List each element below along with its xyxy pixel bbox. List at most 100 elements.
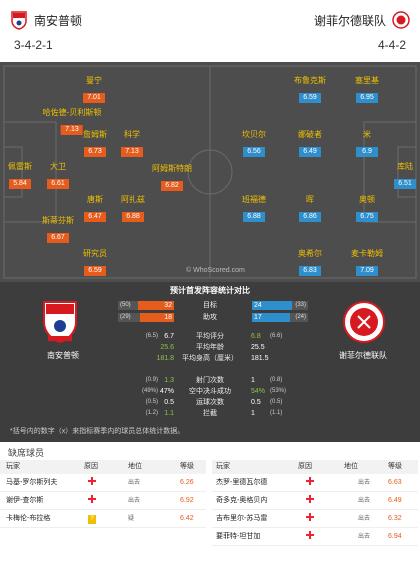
col-position: 地位 (128, 463, 142, 470)
stat-home-value: 1.3 (164, 377, 174, 384)
away-goals-bar: 24 (33) (252, 301, 308, 310)
player-rating: 6.59 (299, 93, 321, 103)
away-formation: 4-4-2 (377, 38, 406, 52)
home-player[interactable]: 科学 7.13 (121, 130, 143, 158)
home-team-name: 南安普顿 (34, 13, 83, 28)
table-row[interactable]: 谢伊-查尔斯 出去 6.92 (0, 492, 206, 510)
player-rating: 6.67 (47, 233, 69, 243)
stat-label: 平均评分 (196, 333, 224, 340)
home-player[interactable]: 大卫 6.61 (47, 162, 69, 190)
home-player[interactable]: 曼宁 7.01 (83, 76, 105, 104)
injury-icon (302, 528, 318, 546)
stat-home-season: (49%) (141, 388, 158, 394)
player-name: 阿姆斯特朗 (152, 164, 192, 173)
player-rating: 6.61 (47, 179, 69, 189)
home-player[interactable]: 斯蒂芬斯 6.67 (42, 216, 74, 244)
stat-home-value: 6.7 (164, 333, 174, 340)
home-player[interactable]: 哈佐德-贝利斯顿 7.13 (42, 108, 102, 136)
player-name: 麦卡勒姆 (351, 249, 383, 258)
player-rating: 7.09 (356, 266, 378, 276)
stat-row: (0.9) 1.3 射门次数 1 (0.8) (0, 375, 420, 386)
table-row[interactable]: 杰罗-里德瓦尔德 出去 6.63 (212, 474, 418, 492)
home-player[interactable]: 詹姆斯 6.73 (83, 130, 107, 158)
away-player[interactable]: 娜破者 6.49 (298, 130, 322, 158)
home-assists-value: 18 (164, 314, 172, 321)
player-rating: 6.92 (180, 497, 194, 504)
player-name: 佩雷斯 (8, 162, 32, 171)
injury-icon (302, 474, 318, 492)
stat-away-season: (0.8) (270, 377, 283, 383)
table-header: 玩家 原因 地位 等级 (212, 460, 418, 474)
home-goals-bar: (50) 32 (118, 301, 174, 310)
player-rating: 6.49 (388, 497, 402, 504)
home-player[interactable]: 阿扎兹 6.88 (121, 195, 145, 223)
away-player[interactable]: 库陆 6.51 (394, 162, 416, 190)
stat-row: 25.6 平均年龄 25.5 (0, 342, 420, 353)
stat-label: 平均身高（厘米） (182, 355, 238, 362)
away-player[interactable]: 塞里基 6.95 (355, 76, 379, 104)
stat-away-value: 25.5 (251, 344, 265, 351)
home-goals-season: (50) (120, 302, 131, 308)
player-name: 曼宁 (86, 76, 102, 85)
stat-home-value: 1.1 (164, 410, 174, 417)
stat-away-value: 181.5 (251, 355, 269, 362)
table-row[interactable]: 吉布里尔-苏马雷 出去 6.32 (212, 510, 418, 528)
player-name: 塞里基 (355, 76, 379, 85)
player-status: 疑 (128, 516, 135, 522)
away-player[interactable]: 奥希尔 6.83 (298, 249, 322, 277)
stats-title: 预计首发阵容统计对比 (170, 286, 250, 295)
away-goals-season: (33) (295, 302, 306, 308)
player-status: 出去 (358, 516, 371, 522)
player-rating: 6.47 (84, 212, 106, 222)
assists-row: 助攻 (0, 312, 420, 323)
stats-footnote: *括号内的数字（x）来指标赛季内的球员总体统计数据。 (10, 428, 185, 435)
col-reason: 原因 (84, 463, 98, 470)
player-name: 坎贝尔 (242, 130, 266, 139)
away-player[interactable]: 坎贝尔 6.56 (242, 130, 266, 158)
away-player[interactable]: 班福德 6.88 (242, 195, 266, 223)
player-name: 卡梅伦-布拉格 (6, 515, 51, 522)
stat-away-value: 0.5 (251, 399, 261, 406)
away-player[interactable]: 晖 6.86 (299, 195, 321, 223)
player-rating: 6.73 (84, 147, 106, 157)
away-team[interactable]: 谢菲尔德联队 (314, 8, 410, 32)
away-player[interactable]: 布鲁克斯 6.59 (294, 76, 326, 104)
stat-away-season: (6.6) (270, 333, 283, 339)
watermark: © WhoScored.com (186, 267, 245, 274)
player-rating: 6.42 (180, 515, 194, 522)
table-row[interactable]: 要菲特-坦甘加 出去 6.94 (212, 528, 418, 546)
home-player[interactable]: 阿姆斯特朗 6.82 (152, 164, 192, 192)
table-row[interactable]: 卡梅伦-布拉格 ? 疑 6.42 (0, 510, 206, 528)
player-rating: 6.26 (180, 479, 194, 486)
player-rating: 6.9 (356, 147, 378, 157)
stat-away-value: 54% (251, 388, 266, 395)
table-row[interactable]: 马基-罗尔斯列夫 出去 6.26 (0, 474, 206, 492)
home-formation: 3-4-2-1 (14, 38, 53, 52)
player-name: 米 (363, 130, 371, 139)
player-rating: 6.83 (299, 266, 321, 276)
stat-label: 拦截 (203, 410, 217, 417)
home-player[interactable]: 佩雷斯 5.84 (8, 162, 32, 190)
stat-home-value: 181.8 (156, 355, 174, 362)
away-player[interactable]: 米 6.9 (356, 130, 378, 158)
home-player[interactable]: 研究员 6.59 (83, 249, 107, 277)
stat-away-season: (1.1) (270, 410, 283, 416)
away-assists-season: (24) (295, 314, 306, 320)
away-player[interactable]: 麦卡勒姆 7.09 (351, 249, 383, 277)
player-status: 出去 (358, 498, 371, 504)
player-name: 哈佐德-贝利斯顿 (42, 108, 102, 117)
southampton-crest-icon (11, 11, 27, 30)
player-name: 詹姆斯 (83, 130, 107, 139)
pitch-lines (3, 65, 417, 279)
stat-home-season: (6.5) (145, 333, 158, 339)
home-player[interactable]: 唐斯 6.47 (84, 195, 106, 223)
stat-away-value: 1 (251, 377, 255, 384)
home-team[interactable]: 南安普顿 (10, 8, 82, 32)
player-name: 吉布里尔-苏马雷 (216, 515, 268, 522)
player-name: 阿扎兹 (121, 195, 145, 204)
col-position: 地位 (344, 463, 358, 470)
table-row[interactable]: 奇多克-奥格贝内 出去 6.49 (212, 492, 418, 510)
away-player[interactable]: 奥顿 6.75 (356, 195, 378, 223)
player-rating: 6.95 (356, 93, 378, 103)
player-rating: 6.82 (161, 181, 183, 191)
